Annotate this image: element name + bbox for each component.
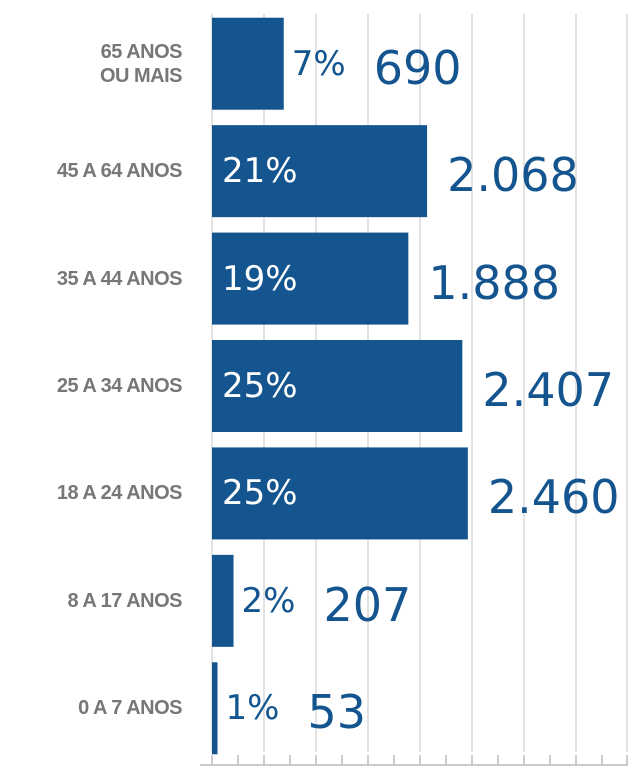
category-label: 8 A 17 ANOS	[67, 589, 182, 612]
category-label: 35 A 44 ANOS	[56, 267, 183, 290]
value-label: 2.068	[447, 148, 579, 203]
share-label: 1%	[225, 688, 280, 729]
value-label: 53	[307, 685, 367, 740]
share-label: 25%	[222, 473, 298, 514]
share-label: 7%	[291, 43, 346, 84]
bar	[212, 447, 468, 540]
bar	[212, 125, 428, 218]
category-label: 0 A 7 ANOS	[78, 697, 182, 720]
value-label: 690	[373, 40, 462, 95]
bar	[212, 340, 463, 432]
value-label: 2.460	[487, 470, 620, 525]
bar	[212, 662, 218, 755]
category-label: 18 A 24 ANOS	[56, 482, 183, 505]
category-label: 25 A 34 ANOS	[56, 375, 183, 397]
value-label: 2.407	[482, 363, 615, 417]
value-label: 1.888	[428, 255, 561, 310]
share-label: 19%	[222, 258, 298, 299]
share-label: 2%	[241, 580, 296, 621]
share-label: 21%	[222, 151, 298, 192]
category-label: 45 A 64 ANOS	[56, 160, 183, 183]
share-label: 25%	[222, 366, 298, 406]
bar	[212, 554, 234, 647]
bar	[212, 232, 409, 325]
bar	[212, 17, 284, 110]
category-label: 65 ANOS OU MAIS	[99, 40, 183, 87]
value-label: 207	[323, 577, 412, 632]
